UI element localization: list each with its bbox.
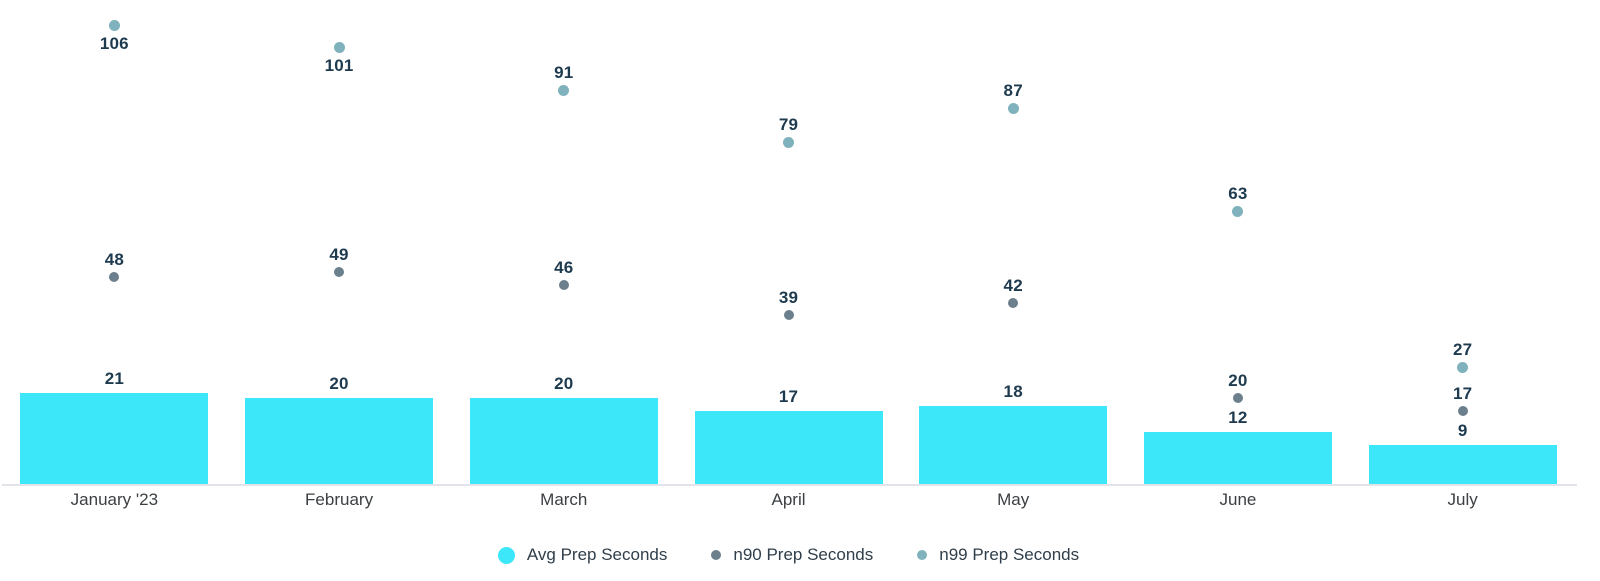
bar-value-label-june: 12	[1228, 408, 1248, 428]
bar-may[interactable]	[919, 406, 1108, 484]
n90-dot-may[interactable]	[1008, 297, 1019, 308]
legend-item-n90-prep-seconds[interactable]: n90 Prep Seconds	[711, 545, 873, 565]
x-tick-february: February	[305, 490, 374, 509]
n90-value-label-april: 39	[778, 288, 799, 308]
n99-value-label-january-23: 106	[99, 34, 129, 54]
bar-july[interactable]	[1368, 445, 1557, 484]
bar-march[interactable]	[469, 397, 658, 484]
n90-dot-january-23[interactable]	[109, 271, 120, 282]
n99-value-label-march: 91	[554, 63, 574, 83]
n99-dot-april[interactable]	[783, 137, 794, 149]
x-tick-july: July	[1447, 490, 1478, 509]
plot-area: 21 48 106 20 49 101 20 46 91 17 39 79 18 42 87 12 20 63 9 1…	[2, 0, 1577, 486]
x-tick-may: May	[997, 490, 1030, 509]
n90-dot-february[interactable]	[334, 267, 345, 278]
legend: Avg Prep Seconds n90 Prep Seconds n99 Prep…	[2, 544, 1575, 566]
n99-value-label-may: 87	[1003, 80, 1023, 100]
bar-value-label-february: 20	[329, 373, 349, 393]
n90-value-label-march: 46	[554, 258, 574, 278]
legend-swatch-avg-prep-seconds-icon	[497, 546, 515, 564]
x-axis-line	[2, 484, 1577, 486]
bar-value-label-january-23: 21	[104, 369, 124, 389]
legend-label-n90-prep-seconds: n90 Prep Seconds	[733, 545, 874, 564]
legend-label-n99-prep-seconds: n99 Prep Seconds	[939, 545, 1080, 564]
bar-value-label-may: 18	[1003, 382, 1023, 402]
n90-dot-march[interactable]	[558, 280, 569, 291]
n90-value-label-june: 20	[1228, 370, 1248, 390]
n90-value-label-february: 49	[329, 245, 349, 265]
bar-value-label-april: 17	[778, 386, 799, 406]
bar-february[interactable]	[245, 397, 434, 484]
n99-value-label-july: 27	[1452, 339, 1473, 359]
x-tick-april: April	[771, 490, 806, 509]
n99-value-label-june: 63	[1228, 184, 1248, 204]
n99-dot-january-23[interactable]	[108, 20, 120, 32]
legend-item-n99-prep-seconds[interactable]: n99 Prep Seconds	[917, 545, 1079, 565]
bar-january-23[interactable]	[20, 393, 209, 484]
n99-value-label-february: 101	[324, 56, 354, 76]
legend-item-avg-prep-seconds[interactable]: Avg Prep Seconds	[497, 545, 668, 565]
n90-dot-june[interactable]	[1232, 392, 1243, 403]
x-tick-january-23: January '23	[70, 490, 159, 509]
n99-value-label-april: 79	[778, 115, 799, 135]
bar-april[interactable]	[694, 410, 883, 484]
n90-value-label-may: 42	[1003, 275, 1023, 295]
n90-dot-july[interactable]	[1457, 405, 1468, 416]
x-axis-labels: January '23 February March April May June July	[2, 489, 1575, 511]
bar-value-label-july: 9	[1457, 421, 1468, 441]
legend-swatch-n90-prep-seconds-icon	[711, 550, 722, 560]
n99-dot-march[interactable]	[558, 85, 570, 97]
bar-value-label-march: 20	[554, 373, 574, 393]
n99-dot-may[interactable]	[1007, 102, 1019, 114]
n90-value-label-january-23: 48	[104, 249, 124, 269]
legend-swatch-n99-prep-seconds-icon	[917, 550, 928, 560]
n99-dot-february[interactable]	[333, 42, 345, 54]
n90-value-label-july: 17	[1452, 383, 1473, 403]
x-tick-march: March	[540, 490, 588, 509]
bar-june[interactable]	[1143, 432, 1332, 484]
legend-label-avg-prep-seconds: Avg Prep Seconds	[526, 545, 668, 564]
n99-dot-june[interactable]	[1232, 206, 1244, 218]
x-tick-june: June	[1219, 490, 1257, 509]
n99-dot-july[interactable]	[1457, 361, 1469, 373]
n90-dot-april[interactable]	[783, 310, 794, 321]
